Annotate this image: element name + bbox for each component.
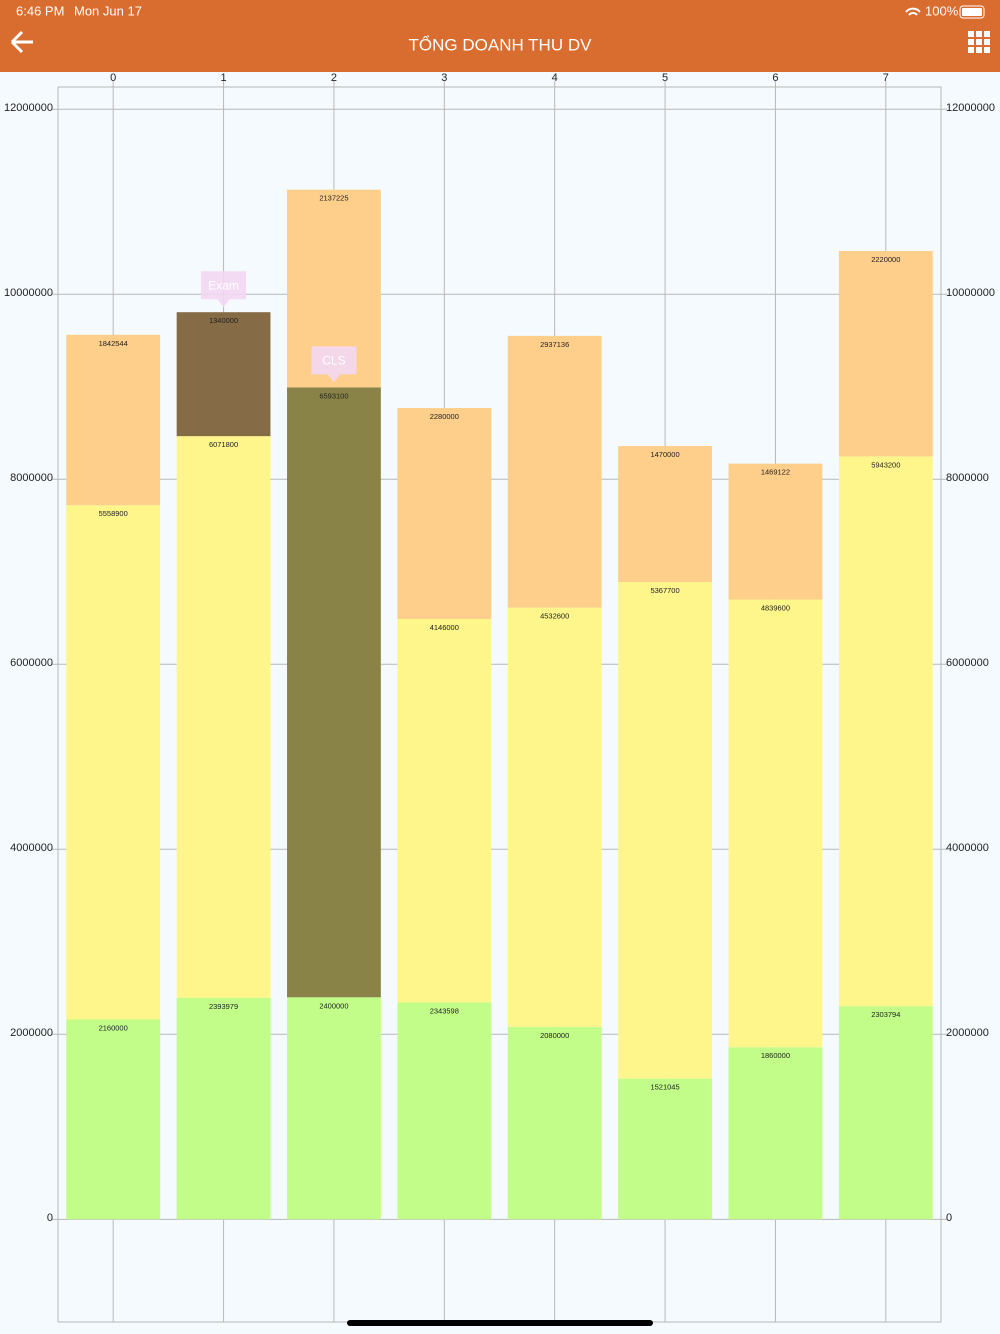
status-date: Mon Jun 17 — [74, 3, 142, 18]
bar-segment — [507, 607, 602, 1027]
y2-tick-label: 2000000 — [946, 1027, 989, 1039]
bar-segment — [618, 446, 712, 583]
bar-segment — [176, 312, 271, 437]
y-tick-label: 4000000 — [10, 842, 53, 854]
status-time: 6:46 PM — [16, 3, 64, 18]
y2-tick-label: 12000000 — [946, 102, 995, 114]
data-label: 6071800 — [209, 440, 238, 449]
tooltip-box — [311, 346, 357, 383]
data-label: 1521045 — [650, 1083, 679, 1092]
nav-title: TỔNG DOANH THU DV — [409, 35, 593, 54]
x-tick-label: 2 — [331, 72, 337, 84]
data-label: 2137225 — [319, 194, 348, 203]
y-tick-label: 12000000 — [4, 102, 53, 114]
bar-segment — [287, 387, 381, 998]
data-label: 1470000 — [650, 450, 679, 459]
data-label: 1842544 — [99, 339, 128, 348]
menu-button[interactable] — [968, 31, 990, 53]
data-label: 2280000 — [430, 412, 459, 421]
x-tick-label: 5 — [662, 72, 668, 84]
data-label: 4839600 — [761, 604, 790, 613]
data-label: 5367700 — [650, 586, 679, 595]
data-label: 1860000 — [761, 1051, 790, 1060]
bar-segment — [507, 335, 602, 608]
bar-segment — [287, 997, 381, 1220]
y2-tick-label: 6000000 — [946, 657, 989, 669]
y2-tick-label: 0 — [946, 1212, 952, 1224]
back-button[interactable] — [10, 30, 33, 54]
y-tick-label: 10000000 — [4, 287, 53, 299]
x-tick-label: 3 — [441, 72, 447, 84]
home-indicator — [347, 1320, 653, 1326]
x-tick-label: 1 — [221, 72, 227, 84]
data-label: 2160000 — [99, 1023, 128, 1032]
bar-segment — [397, 1002, 492, 1220]
y2-tick-label: 8000000 — [946, 472, 989, 484]
data-label: 5943200 — [871, 460, 900, 469]
x-tick-label: 0 — [110, 72, 116, 84]
bar-segment — [618, 1078, 712, 1220]
y-tick-label: 8000000 — [10, 472, 53, 484]
data-label: 4146000 — [430, 623, 459, 632]
data-label: 2303794 — [871, 1010, 900, 1019]
tooltip-label: CLS — [322, 354, 345, 368]
y-tick-label: 2000000 — [10, 1027, 53, 1039]
x-tick-label: 4 — [552, 72, 558, 84]
data-label: 2937136 — [540, 340, 569, 349]
tooltip-box — [201, 271, 247, 308]
bar-segment — [728, 599, 823, 1048]
bar-segment — [66, 1019, 161, 1220]
data-label: 4532600 — [540, 612, 569, 621]
bar-segment — [838, 251, 933, 457]
battery-level — [962, 8, 982, 16]
nav-bar — [0, 0, 1000, 72]
bar-segment — [838, 1006, 933, 1220]
data-label: 6593100 — [319, 391, 348, 400]
data-label: 2393979 — [209, 1002, 238, 1011]
tooltip-label: Exam — [208, 278, 239, 292]
data-label: 1340000 — [209, 316, 238, 325]
bar-segment — [507, 1026, 602, 1220]
data-label: 1469122 — [761, 468, 790, 477]
battery-icon — [959, 5, 985, 19]
bar-segment — [176, 436, 271, 998]
bar-segment — [838, 456, 933, 1007]
bar-segment — [728, 463, 823, 600]
data-label: 2220000 — [871, 255, 900, 264]
data-label: 2080000 — [540, 1031, 569, 1040]
status-battery: 100% — [925, 3, 959, 18]
bar-segment — [176, 997, 271, 1220]
bar-segment — [397, 618, 492, 1003]
bar-segment — [397, 408, 492, 619]
y2-tick-label: 4000000 — [946, 842, 989, 854]
y-tick-label: 6000000 — [10, 657, 53, 669]
data-label: 2343598 — [430, 1006, 459, 1015]
wifi-icon — [905, 7, 921, 16]
y2-tick-label: 10000000 — [946, 287, 995, 299]
bar-segment — [728, 1047, 823, 1220]
bar-segment — [66, 334, 161, 506]
x-tick-label: 7 — [883, 72, 889, 84]
y-tick-label: 0 — [47, 1212, 53, 1224]
chart: 0 0 2000000 2000000 4000000 4000000 6000000 600… — [4, 72, 995, 1323]
data-label: 2400000 — [319, 1001, 348, 1010]
data-label: 5558900 — [99, 509, 128, 518]
bar-segment — [618, 582, 712, 1079]
x-tick-label: 6 — [772, 72, 778, 84]
bar-segment — [66, 505, 161, 1020]
